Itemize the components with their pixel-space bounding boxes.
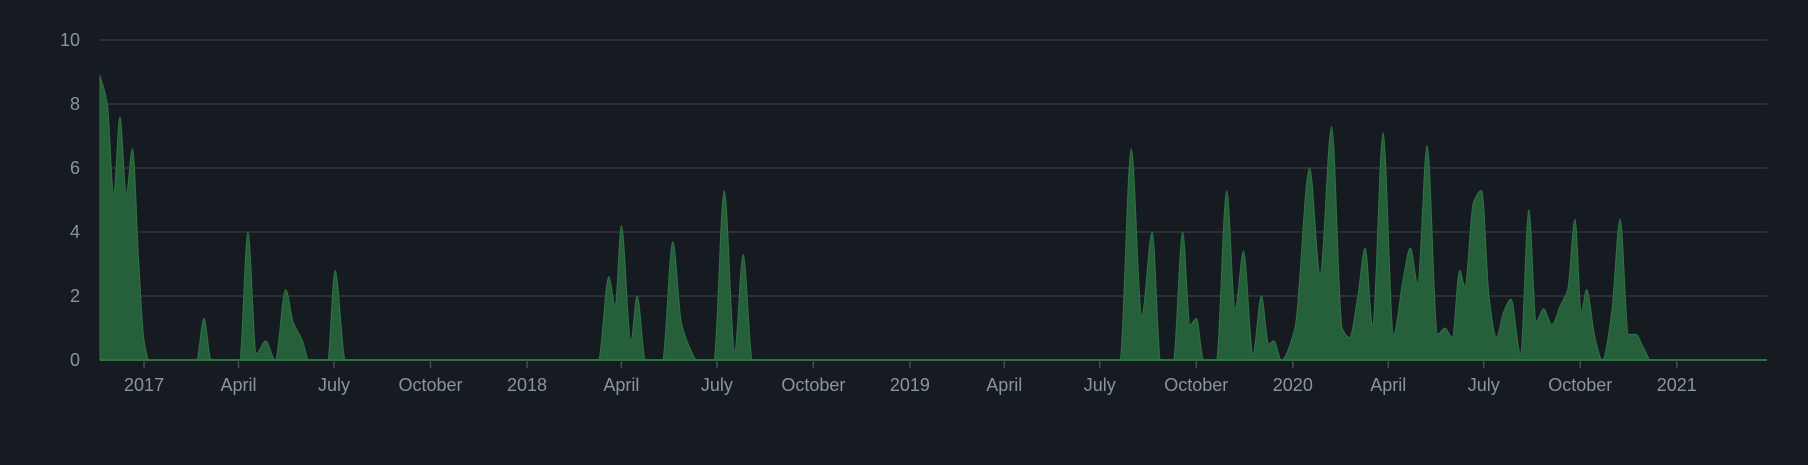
grid bbox=[100, 39, 1767, 361]
y-tick-label: 0 bbox=[70, 350, 80, 370]
y-tick-label: 10 bbox=[60, 30, 80, 50]
x-tick-label: October bbox=[1548, 375, 1612, 395]
x-tick-label: 2019 bbox=[890, 375, 930, 395]
x-tick-label: October bbox=[781, 375, 845, 395]
x-tick-label: April bbox=[603, 375, 639, 395]
x-tick-label: 2021 bbox=[1657, 375, 1697, 395]
x-tick-label: October bbox=[398, 375, 462, 395]
plot-area bbox=[99, 75, 1767, 361]
x-tick-label: 2017 bbox=[124, 375, 164, 395]
x-tick-label: April bbox=[1370, 375, 1406, 395]
x-tick-label: July bbox=[701, 375, 733, 395]
x-axis: 2017 April July October 2018 April July October… bbox=[124, 360, 1697, 395]
area-series bbox=[99, 75, 1651, 361]
x-tick-label: 2018 bbox=[507, 375, 547, 395]
x-tick-label: 2020 bbox=[1273, 375, 1313, 395]
x-tick-label: July bbox=[1468, 375, 1500, 395]
y-tick-label: 8 bbox=[70, 94, 80, 114]
x-tick-label: July bbox=[1084, 375, 1116, 395]
x-tick-label: July bbox=[318, 375, 350, 395]
y-tick-label: 4 bbox=[70, 222, 80, 242]
x-tick-label: April bbox=[220, 375, 256, 395]
y-axis: 0 2 4 6 8 10 bbox=[60, 30, 80, 370]
y-tick-label: 2 bbox=[70, 286, 80, 306]
y-tick-label: 6 bbox=[70, 158, 80, 178]
x-tick-label: October bbox=[1164, 375, 1228, 395]
x-tick-label: April bbox=[986, 375, 1022, 395]
